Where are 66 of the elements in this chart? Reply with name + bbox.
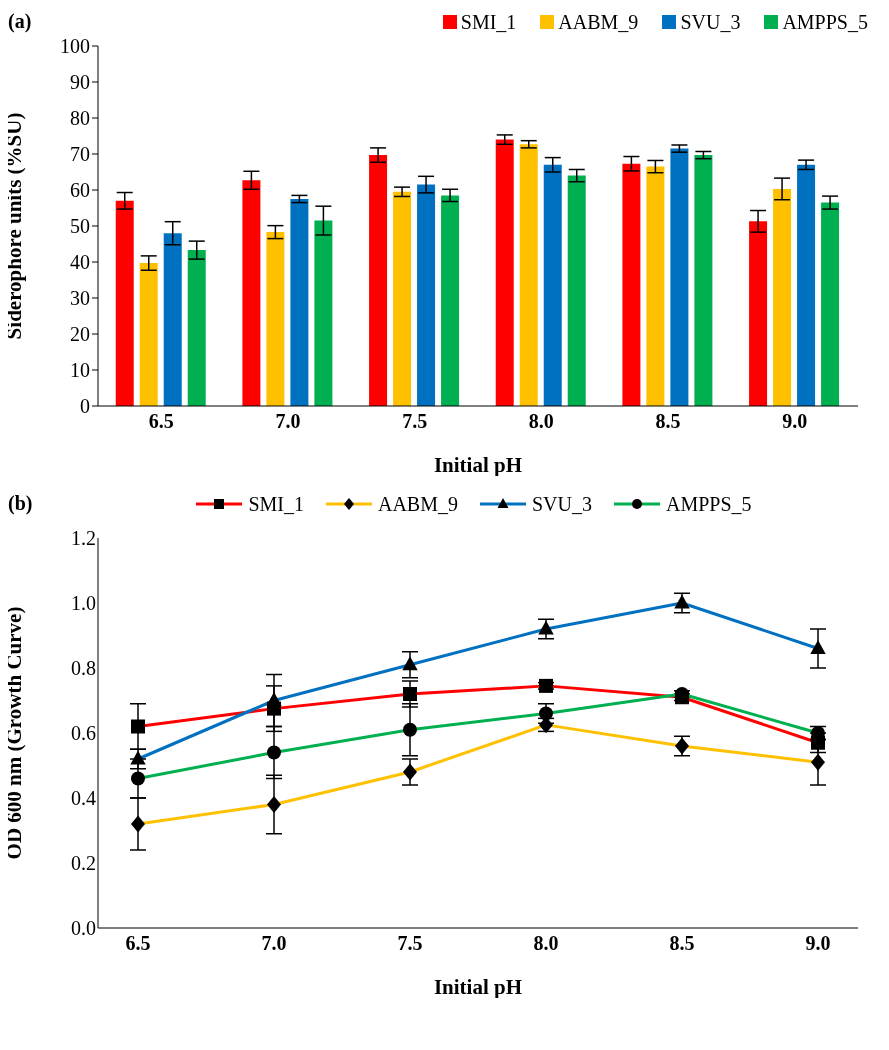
y-tick-label: 30 — [70, 287, 90, 310]
bar — [369, 155, 388, 406]
legend-label: SMI_1 — [460, 10, 517, 34]
y-tick-label: 1.2 — [71, 527, 96, 550]
legend-label: AMPPS_5 — [782, 10, 868, 34]
y-tick-label: 50 — [70, 215, 90, 238]
legend-label: AMPPS_5 — [666, 492, 752, 516]
bar — [187, 250, 206, 406]
bar — [622, 163, 641, 406]
bar — [393, 191, 412, 406]
bar — [749, 221, 768, 406]
y-tick-label: 0 — [80, 395, 90, 418]
bar — [821, 202, 840, 406]
x-tick-label: 6.5 — [125, 932, 151, 955]
bar — [797, 164, 816, 406]
y-tick-label: 40 — [70, 251, 90, 274]
x-axis-title: Initial pH — [433, 453, 523, 477]
bar — [773, 188, 792, 406]
bar — [646, 166, 665, 406]
x-tick-label: 8.0 — [533, 932, 559, 955]
legend-label: SVU_3 — [680, 10, 741, 34]
x-tick-label: 9.0 — [805, 932, 831, 955]
y-tick-label: 20 — [70, 323, 90, 346]
text: (b) — [8, 492, 33, 514]
bar — [115, 200, 134, 406]
y-tick-label: 90 — [70, 71, 90, 94]
x-tick-label: 8.5 — [655, 410, 681, 433]
x-tick-label: 9.0 — [782, 410, 808, 433]
x-tick-label: 7.0 — [261, 932, 287, 955]
bar — [417, 184, 436, 406]
x-tick-label: 8.5 — [669, 932, 695, 955]
y-tick-label: 60 — [70, 179, 90, 202]
bar — [543, 164, 562, 406]
bar — [314, 220, 333, 406]
legend-label: SMI_1 — [248, 492, 304, 516]
y-tick-label: 80 — [70, 107, 90, 130]
x-tick-label: 7.5 — [402, 410, 428, 433]
bar — [670, 148, 689, 406]
y-tick-label: 0.6 — [71, 722, 96, 745]
y-tick-label: 0.4 — [71, 787, 96, 810]
bar — [519, 144, 538, 406]
y-tick-label: 10 — [70, 359, 90, 382]
x-tick-label: 6.5 — [148, 410, 174, 433]
x-tick-label: 8.0 — [528, 410, 554, 433]
legend-label: AABM_9 — [558, 10, 639, 34]
y-tick-label: 0.2 — [71, 852, 96, 875]
y-tick-label: 100 — [60, 35, 90, 58]
bar — [567, 175, 586, 406]
x-tick-label: 7.0 — [275, 410, 301, 433]
text: (a) — [8, 10, 32, 32]
x-tick-label: 7.5 — [397, 932, 423, 955]
bar — [694, 155, 713, 406]
y-tick-label: 1.0 — [71, 592, 96, 615]
y-tick-label: 0.8 — [71, 657, 96, 680]
legend-label: SVU_3 — [531, 492, 592, 516]
bar — [495, 139, 514, 406]
bar — [242, 180, 261, 406]
x-axis-title: Initial pH — [433, 975, 523, 999]
bar — [290, 199, 309, 406]
y-tick-label: 70 — [70, 143, 90, 166]
bar — [139, 263, 158, 406]
bar — [163, 233, 182, 406]
y-tick-label: 0.0 — [71, 917, 96, 940]
bar — [441, 195, 460, 406]
bar — [266, 232, 285, 406]
legend-label: AABM_9 — [377, 492, 458, 516]
